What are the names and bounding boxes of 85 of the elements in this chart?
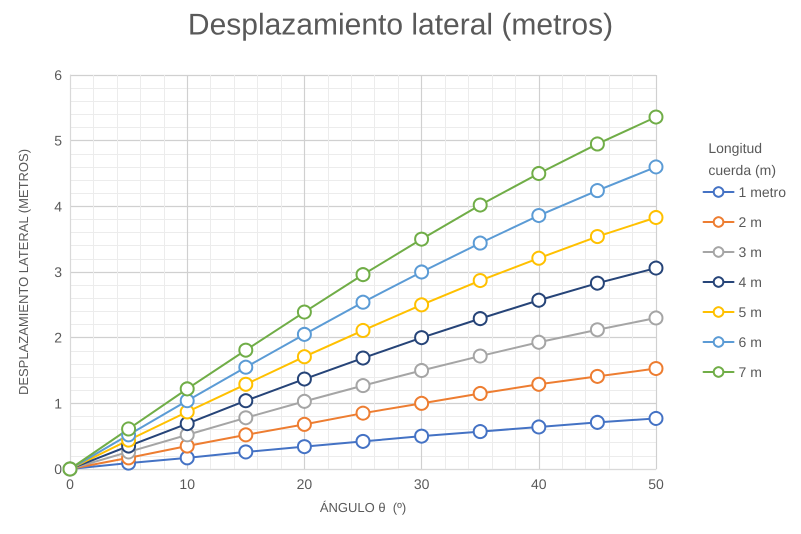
point <box>531 208 546 224</box>
point <box>296 439 312 454</box>
point <box>531 292 546 308</box>
point <box>648 260 664 276</box>
point <box>472 424 488 440</box>
legend-label: 7 m <box>738 364 762 380</box>
point <box>590 276 605 291</box>
point <box>531 334 546 350</box>
point <box>356 350 370 366</box>
x-tick-label: 40 <box>531 476 547 492</box>
point <box>414 330 430 346</box>
point <box>356 378 370 394</box>
legend-label: 4 m <box>738 274 762 290</box>
point <box>238 360 254 375</box>
point <box>414 363 430 378</box>
point <box>356 294 370 310</box>
point <box>238 393 254 408</box>
point <box>296 372 312 387</box>
point <box>590 229 605 244</box>
x-tick-label: 30 <box>414 476 430 492</box>
point <box>472 273 488 288</box>
point <box>472 198 488 213</box>
point <box>296 349 312 364</box>
point <box>356 267 370 282</box>
point <box>648 361 664 376</box>
x-tick-label: 10 <box>179 476 196 492</box>
point <box>238 410 254 426</box>
point <box>472 386 488 401</box>
legend-label: 6 m <box>738 334 762 350</box>
y-tick-label: 4 <box>54 198 62 214</box>
point <box>590 322 605 338</box>
point <box>180 381 195 396</box>
point <box>590 414 605 430</box>
x-tick-label: 20 <box>296 476 312 492</box>
point <box>648 159 664 174</box>
legend-label: 3 m <box>738 244 762 260</box>
point <box>414 428 430 444</box>
point <box>590 183 605 198</box>
point <box>531 376 546 392</box>
point <box>414 264 430 280</box>
point <box>356 406 370 421</box>
point <box>238 376 254 392</box>
point <box>590 136 605 152</box>
point <box>238 444 254 460</box>
point <box>296 416 312 432</box>
point <box>472 348 488 364</box>
y-tick-label: 2 <box>54 330 62 346</box>
x-tick-label: 0 <box>66 476 74 492</box>
point <box>414 297 430 312</box>
legend-label: 5 m <box>738 304 762 320</box>
point <box>238 427 254 442</box>
legend-label: 2 m <box>738 214 762 230</box>
point <box>414 396 430 411</box>
point <box>180 450 195 466</box>
point <box>238 342 254 358</box>
point <box>121 421 136 436</box>
point <box>180 416 195 432</box>
point <box>590 368 605 384</box>
point <box>648 210 664 225</box>
y-axis-title: DESPLAZAMIENTO LATERAL (METROS) <box>16 148 31 396</box>
point <box>180 393 195 408</box>
y-tick-label: 0 <box>54 461 62 477</box>
y-tick-label: 5 <box>54 132 62 149</box>
point <box>531 419 546 434</box>
point <box>531 166 546 181</box>
point <box>296 326 312 342</box>
point <box>296 394 312 409</box>
point <box>531 250 546 266</box>
y-tick-label: 1 <box>54 395 62 412</box>
point <box>356 434 370 449</box>
y-tick-label: 6 <box>54 67 62 83</box>
legend-label: 1 metro <box>738 184 786 200</box>
x-tick-label: 50 <box>648 476 664 492</box>
point <box>356 322 370 338</box>
chart-title: Desplazamiento lateral (metros) <box>188 8 614 42</box>
x-axis-title: ÁNGULO θ (º) <box>320 500 406 515</box>
point <box>472 236 488 251</box>
point <box>296 304 312 320</box>
legend-title: Longitud cuerda (m) <box>708 140 776 178</box>
y-tick-label: 3 <box>54 264 62 280</box>
point <box>648 410 664 426</box>
point <box>472 311 488 326</box>
point <box>648 110 664 125</box>
point <box>414 232 430 247</box>
point <box>648 310 664 326</box>
